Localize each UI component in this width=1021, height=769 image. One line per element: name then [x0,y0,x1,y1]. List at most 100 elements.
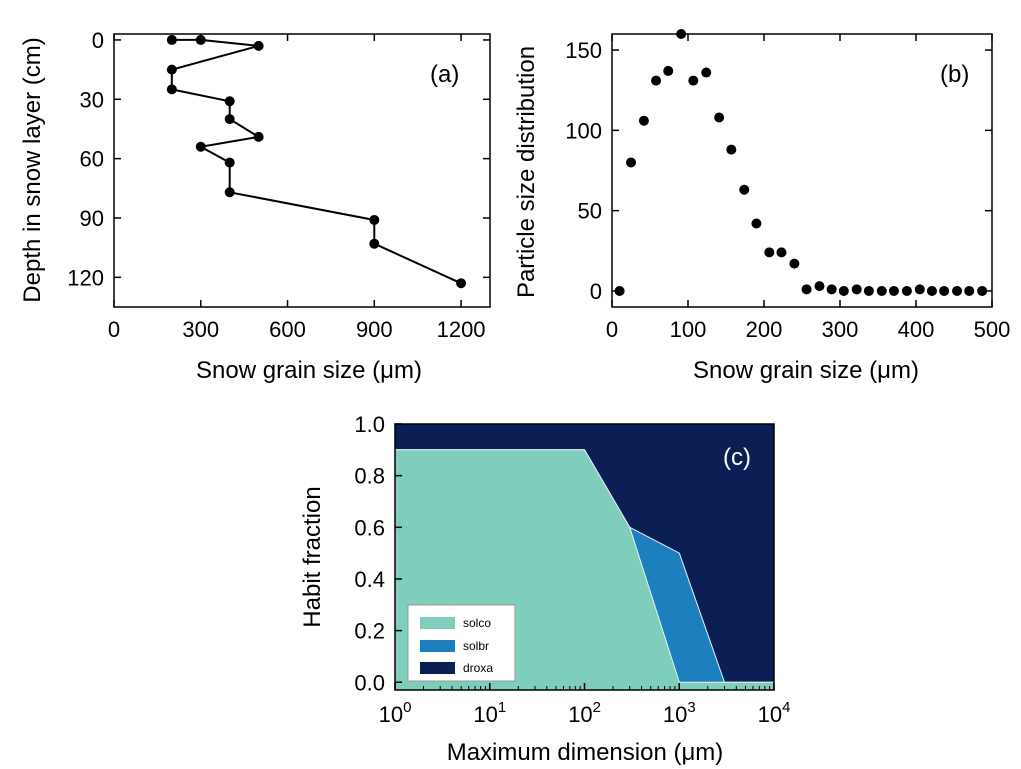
panel-c-x-tick-label: 100 [379,699,412,727]
panel-b-data-point [701,67,712,78]
panel-b-x-tick-label: 500 [974,317,1011,342]
panel-b-data-point [651,75,662,86]
panel-b-x-tick-label: 400 [898,317,935,342]
panel-b-data-point [626,157,636,168]
panel-b-label: (b) [940,61,969,88]
panel-b-data-point [789,258,800,269]
panel-c-y-tick-label: 0.4 [354,567,385,592]
panel-a-x-axis-title: Snow grain size (μm) [196,357,422,384]
panel-b-data-point [764,247,775,258]
legend-swatch-droxa [420,662,455,674]
panel-c-y-tick-label: 1.0 [354,412,385,437]
panel-b-marks [614,29,988,296]
panel-b-data-point [901,285,912,296]
panel-a-data-point [195,141,206,152]
panel-b-data-point [964,285,975,296]
panel-c-label: (c) [723,444,751,471]
panel-b-data-point [663,65,674,76]
panel-b-data-point [714,112,725,123]
panel-c-y-axis-title: Habit fraction [299,486,326,627]
panel-b-data-point [776,247,787,258]
panel-b-y-tick-label: 0 [590,279,602,304]
panel-c-axes: 100 101 102 103 104 0.0 0.2 0.4 0.6 0.8 1.0 [354,412,790,727]
panel-c-y-tick-label: 0.2 [354,619,385,644]
panel-a-data-point [456,278,467,289]
panel-b-frame [611,33,993,308]
panel-a-y-axis-title: Depth in snow layer (cm) [19,37,46,302]
panel-b-data-point [863,285,874,296]
legend-label-solbr: solbr [463,639,489,653]
panel-b-x-tick-label: 200 [746,317,783,342]
panel-b-data-point [939,285,950,296]
panel-c-habit-fraction: 100 101 102 103 104 0.0 0.2 0.4 0.6 0.8 1.0 (c) so… [299,412,790,766]
panel-b-x-tick-label: 300 [822,317,859,342]
panel-c-x-axis-title: Maximum dimension (μm) [447,739,724,766]
panel-b-size-distribution: 0 100 200 300 400 500 0 50 100 150 (b) Snow grain… [513,29,1010,384]
panel-a-data-point [166,34,177,45]
panel-c-y-tick-label: 0.6 [354,515,385,540]
panel-a-data-point [253,131,264,142]
panel-b-x-tick-label: 100 [670,317,707,342]
panel-a-label: (a) [430,61,459,88]
panel-a-data-point [224,157,235,168]
panel-c-y-tick-label: 0.8 [354,464,385,489]
panel-a-data-point [224,96,235,107]
legend-swatch-solco [420,617,455,629]
panel-b-data-point [826,284,837,295]
panel-a-data-point [369,214,380,225]
panel-a-axes: 0 300 600 900 1200 0 30 60 90 120 [67,28,490,342]
panel-b-data-point [739,184,750,195]
panel-b-data-point [926,285,937,296]
panel-b-data-point [952,285,963,296]
panel-c-area-droxa [395,424,774,690]
legend-swatch-solbr [420,640,455,652]
panel-a-data-point [224,114,235,125]
panel-a-y-tick-label: 60 [80,147,104,172]
panel-a-depth-profile: 0 300 600 900 1200 0 30 60 90 120 (a) Snow grain … [19,28,491,384]
panel-a-data-point [166,64,177,75]
panel-b-data-point [726,144,737,155]
panel-b-data-point [801,284,812,295]
panel-a-y-tick-label: 90 [80,206,104,231]
panel-b-data-point [851,284,862,295]
panel-c-x-tick-label: 102 [568,699,601,727]
panel-a-profile-line [170,38,462,285]
panel-b-data-point [876,285,887,296]
panel-b-data-point [751,218,762,229]
panel-a-y-tick-label: 30 [80,87,104,112]
panel-a-x-tick-label: 900 [356,317,393,342]
panel-a-y-tick-label: 120 [67,265,104,290]
legend-label-droxa: droxa [463,661,493,675]
panel-a-marks [166,34,467,289]
panel-c-x-tick-label: 104 [758,699,791,727]
panel-a-x-tick-label: 600 [269,317,306,342]
panel-b-data-point [838,285,849,296]
panel-b-x-axis-title: Snow grain size (μm) [693,357,919,384]
panel-c-x-tick-label: 103 [663,699,696,727]
panel-b-y-tick-label: 150 [565,38,602,63]
panel-a-data-point [166,84,177,95]
panel-a-data-point [224,187,235,198]
panel-c-y-tick-label: 0.0 [354,670,385,695]
panel-a-x-tick-label: 300 [182,317,219,342]
panel-b-axes: 0 100 200 300 400 500 0 50 100 150 [565,34,1010,342]
panel-b-y-tick-label: 100 [565,118,602,143]
panel-a-y-tick-label: 0 [92,28,104,53]
panel-b-data-point [888,285,899,296]
panel-a-data-point [253,40,264,51]
legend-label-solco: solco [463,616,491,630]
panel-b-x-tick-label: 0 [606,317,618,342]
panel-a-x-tick-label: 0 [108,317,120,342]
panel-c-x-tick-label: 101 [473,699,506,727]
panel-b-data-point [688,75,699,86]
panel-b-y-axis-title: Particle size distribution [513,46,540,298]
panel-a-x-tick-label: 1200 [437,317,486,342]
panel-b-y-tick-label: 50 [578,199,602,224]
panel-b-data-point [914,284,925,295]
panel-c-legend: solco solbr droxa [407,604,516,682]
panel-b-data-point [977,285,988,296]
panel-b-data-point [814,281,825,292]
panel-a-data-point [369,238,380,249]
panel-a-frame [113,33,491,308]
